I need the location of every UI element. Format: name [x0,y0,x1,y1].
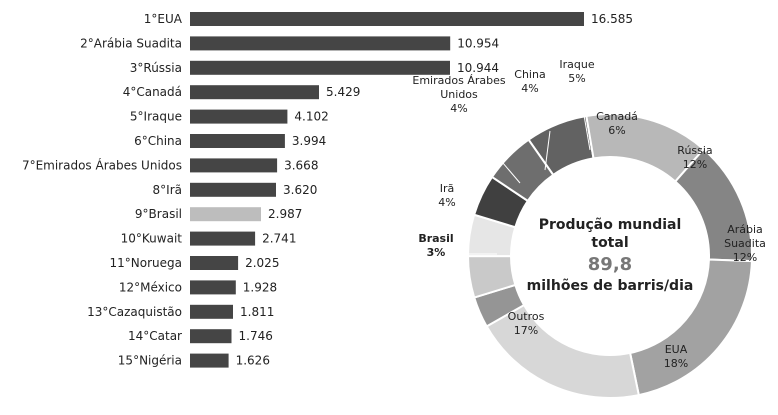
bar-3 [190,60,450,75]
bar-12 [190,280,236,295]
bar-15 [190,353,229,368]
bar-value-label: 1.626 [236,354,270,368]
bar-5 [190,109,288,124]
bar-value-label: 5.429 [326,85,360,99]
bar-category-label: 5°Iraque [130,110,182,124]
slice-label-emirados-arabes-unidos: Emirados Árabes Unidos 4% [412,74,505,115]
bar-category-label: 8°Irã [153,183,182,197]
slice-label-russia: Rússia 12% [677,144,712,171]
bar-category-label: 2°Arábia Suadita [80,36,182,50]
slice-iraque [490,138,555,203]
bar-category-label: 9°Brasil [135,207,182,221]
leader-line [467,121,521,184]
bar-10 [190,231,256,246]
bar-8 [190,182,276,197]
slice-label-ira: Irã 4% [438,182,455,209]
bar-value-label: 2.025 [245,256,279,270]
bar-value-label: 4.102 [294,110,328,124]
bar-category-label: 14°Catar [128,329,182,343]
bar-category-label: 15°Nigéria [118,354,182,368]
donut-center-text: Produção mundial total 89,8 milhões de b… [527,217,694,294]
bar-value-label: 10.954 [457,36,499,50]
bar-1 [190,12,584,26]
bar-value-label: 1.811 [240,305,274,319]
bar-category-label: 4°Canadá [123,85,182,99]
slice-label-canada: Canadá 6% [596,110,638,137]
leader-line [544,130,551,171]
slice-label-outros: Outros 17% [508,310,545,337]
bar-chart: 1°EUA 16.585 2°Arábia Suadita 10.954 3°Rússi… [22,12,633,368]
bar-category-label: 1°EUA [144,12,183,26]
bar-value-label: 10.944 [457,61,499,75]
bar-value-label: 2.987 [268,207,302,221]
bar-category-label: 6°China [134,134,182,148]
leader-line [579,91,591,151]
bar-category-label: 13°Cazaquistão [87,305,182,319]
bar-value-label: 1.746 [239,329,273,343]
slice-label-brasil: Brasil 3% [418,232,453,259]
slice-label-iraque: Iraque 5% [559,58,594,85]
bar-category-label: 7°Emirados Árabes Unidos [22,157,182,172]
bar-2 [190,36,451,51]
bar-value-label: 16.585 [591,12,633,26]
bar-13 [190,304,233,319]
bar-category-label: 12°México [119,280,182,294]
bar-value-label: 3.994 [292,134,326,148]
center-title-line1: Produção mundial [539,217,682,233]
bar-value-label: 2.741 [262,232,296,246]
donut-labels: Canadá 6% Rússia 12% Arábia Suadita 12% EUA 18% O… [412,58,766,370]
bar-11 [190,256,239,270]
slice-label-arabia-suadita: Arábia Suadita 12% [724,223,766,264]
bar-9 [190,207,261,222]
bar-category-label: 3°Rússia [130,61,182,75]
bar-category-label: 11°Noruega [110,256,182,270]
bar-7 [190,158,278,173]
bar-value-label: 3.620 [283,183,317,197]
slice-label-eua: EUA 18% [664,343,688,370]
bar-value-label: 1.928 [243,280,277,294]
bar-value-label: 3.668 [284,158,318,172]
slice-label-china: China 4% [514,68,545,95]
bar-6 [190,134,285,148]
bar-category-label: 10°Kuwait [121,232,183,246]
donut-chart [466,113,753,400]
center-total-value: 89,8 [588,254,632,275]
bar-14 [190,329,232,344]
bar-4 [190,85,319,100]
center-unit-label: milhões de barris/dia [527,278,694,294]
center-title-line2: total [591,235,628,251]
